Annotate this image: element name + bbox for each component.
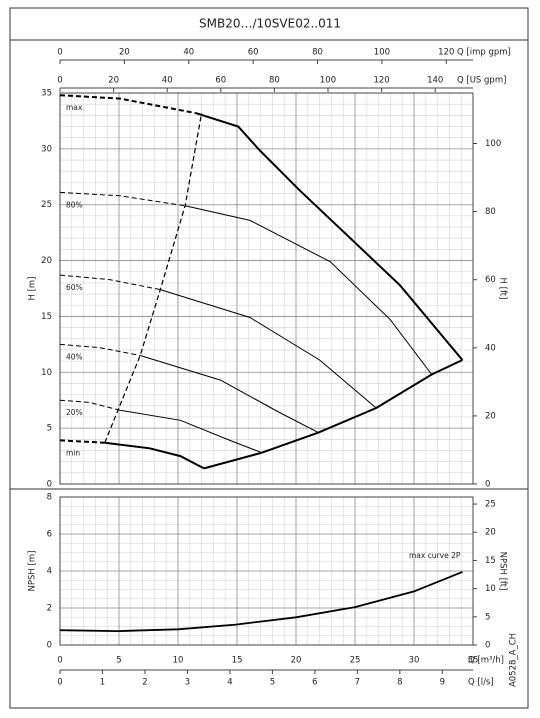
top-axis-tick-label: 0: [57, 76, 62, 86]
curve-label: 60%: [66, 283, 83, 292]
curve-dashed: [59, 274, 161, 291]
plot-frame: [59, 92, 474, 485]
top-axis-tick-label: 80: [312, 48, 323, 58]
frame: [9, 7, 529, 709]
curve-solid: [140, 355, 319, 434]
envelope: [203, 359, 463, 470]
y2-tick-label: 15: [485, 556, 496, 566]
top-axis-tick-label: 100: [374, 48, 390, 58]
y2-tick-label: 80: [485, 207, 496, 217]
y2-tick-label: 5: [485, 612, 490, 622]
bottom-axis-tick-label: 6: [312, 678, 317, 688]
y-tick-label: 8: [47, 493, 52, 503]
curve-solid: [160, 289, 377, 409]
plot-frame: [59, 496, 474, 646]
x-tick-label: 5: [116, 656, 121, 666]
y2-tick-label: 60: [485, 275, 496, 285]
top-axis-tick-label: 100: [320, 76, 336, 86]
top-axis-tick-label: 20: [108, 76, 119, 86]
y-tick-label: 30: [41, 144, 52, 154]
y2-tick-label: 40: [485, 343, 496, 353]
y2-tick-label: 0: [485, 480, 490, 490]
top-axis-tick-label: 120: [438, 48, 454, 58]
y2-tick-label: 25: [485, 500, 496, 510]
y-tick-label: 2: [47, 604, 52, 614]
curve-label: 40%: [66, 352, 83, 361]
y-tick-label: 25: [41, 200, 52, 210]
curve-label: max curve 2P: [409, 551, 461, 560]
bottom-axis-label: Q [l/s]: [468, 678, 494, 688]
curve-dashed: [59, 343, 141, 356]
bottom-axis-tick-label: 9: [440, 678, 445, 688]
curve-solid: [120, 409, 262, 454]
bottom-axis-tick-label: 7: [355, 678, 360, 688]
y2-axis-label: NPSH [ft]: [498, 552, 508, 591]
curve-label: 80%: [66, 200, 83, 209]
y-axis-label: H [m]: [28, 276, 38, 300]
curve-solid: [195, 112, 464, 361]
top-axis-tick-label: 40: [162, 76, 173, 86]
x-tick-label: 15: [232, 656, 243, 666]
bottom-axis-tick-label: 1: [100, 678, 105, 688]
top-axis-tick-label: 60: [215, 76, 226, 86]
y2-tick-label: 0: [485, 641, 490, 651]
top-axis-tick-label: 140: [427, 76, 443, 86]
y2-axis-label: H [ft]: [498, 278, 508, 300]
y-tick-label: 0: [47, 641, 52, 651]
y2-tick-label: 20: [485, 411, 496, 421]
drawing-code: A0528_A_CH: [509, 633, 519, 687]
y2-tick-label: 20: [485, 528, 496, 538]
top-axis-tick-label: 80: [269, 76, 280, 86]
top-axis-label: Q [US gpm]: [457, 76, 506, 86]
x-axis-label: Q [m³/h]: [468, 656, 504, 666]
x-tick-label: 30: [409, 656, 420, 666]
y-axis-label: NPSH [m]: [28, 551, 38, 592]
bottom-axis-tick-label: 8: [397, 678, 402, 688]
bottom-axis-tick-label: 0: [57, 678, 62, 688]
y-tick-label: 10: [41, 368, 52, 378]
curve-label: 20%: [66, 408, 83, 417]
chart-title: SMB20…/10SVE02..011: [199, 17, 341, 31]
curve-label: max: [66, 103, 83, 112]
x-tick-label: 20: [291, 656, 302, 666]
bottom-axis-tick-label: 3: [185, 678, 190, 688]
y2-tick-label: 100: [485, 139, 501, 149]
y-tick-label: 5: [47, 424, 52, 434]
x-tick-label: 35: [468, 656, 479, 666]
top-axis-tick-label: 120: [373, 76, 389, 86]
y-tick-label: 4: [47, 567, 52, 577]
curve-solid: [184, 205, 433, 375]
x-tick-label: 10: [173, 656, 184, 666]
x-tick-label: 0: [57, 656, 62, 666]
top-axis-tick-label: 0: [57, 48, 62, 58]
y-tick-label: 0: [47, 480, 52, 490]
top-axis-tick-label: 40: [183, 48, 194, 58]
curve-label: min: [66, 448, 80, 457]
envelope: [104, 112, 203, 443]
x-tick-label: 25: [350, 656, 361, 666]
curve-dashed: [59, 439, 105, 444]
top-axis-tick-label: 20: [119, 48, 130, 58]
y2-tick-label: 10: [485, 584, 496, 594]
bottom-axis-tick-label: 4: [227, 678, 232, 688]
curve: [59, 571, 463, 633]
y-tick-label: 35: [41, 89, 52, 99]
bottom-axis-tick-label: 2: [142, 678, 147, 688]
top-axis-label: Q [imp gpm]: [457, 48, 511, 58]
curve-dashed: [59, 399, 121, 411]
y-tick-label: 20: [41, 256, 52, 266]
curve-dashed: [59, 191, 186, 207]
curve-solid: [104, 441, 205, 470]
y-tick-label: 15: [41, 312, 52, 322]
y-tick-label: 6: [47, 530, 52, 540]
top-axis-tick-label: 60: [248, 48, 259, 58]
bottom-axis-tick-label: 5: [270, 678, 275, 688]
curve-dashed: [59, 94, 196, 115]
